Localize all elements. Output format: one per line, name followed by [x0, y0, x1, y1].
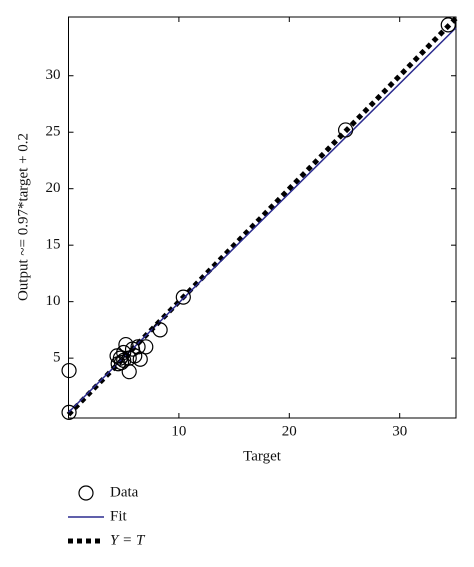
y-tick-label: 15 — [46, 237, 61, 253]
data-point — [61, 404, 77, 420]
x-tick-label: 10 — [171, 423, 186, 439]
legend-label: Fit — [110, 508, 128, 524]
data-point — [116, 352, 132, 368]
y-tick-label: 20 — [46, 180, 61, 196]
data-point — [132, 351, 148, 367]
data-point — [338, 122, 354, 138]
y-tick-label: 25 — [46, 124, 61, 140]
data-point — [138, 339, 154, 355]
x-tick-label: 20 — [282, 423, 297, 439]
legend-marker — [78, 485, 94, 501]
data-point — [440, 17, 456, 33]
y-tick-label: 10 — [46, 293, 61, 309]
x-tick-label: 30 — [392, 423, 407, 439]
data-point — [130, 339, 146, 355]
y-tick-label: 5 — [53, 350, 61, 366]
y-axis-label: Output ~= 0.97*target + 0.2 — [15, 133, 31, 301]
y-tick-label: 30 — [46, 67, 61, 83]
fit-line — [67, 27, 457, 413]
x-axis-label: Target — [243, 448, 282, 464]
legend-label: Data — [110, 484, 139, 500]
legend-label: Y = T — [110, 532, 146, 548]
data-point — [175, 289, 191, 305]
data-point — [152, 322, 168, 338]
data-point — [61, 362, 77, 379]
plot-frame — [68, 16, 457, 419]
